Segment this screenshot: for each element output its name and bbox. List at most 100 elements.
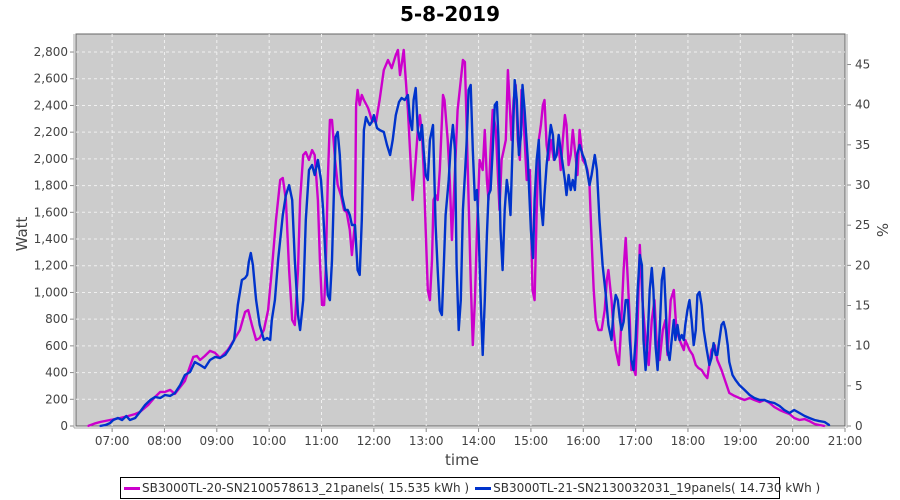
data-point bbox=[597, 329, 600, 331]
data-point bbox=[321, 304, 323, 306]
data-point bbox=[672, 319, 675, 321]
data-point bbox=[99, 421, 101, 423]
series-lines bbox=[87, 48, 831, 428]
data-point bbox=[545, 144, 548, 146]
data-point bbox=[159, 391, 162, 393]
data-point bbox=[565, 124, 568, 126]
data-point bbox=[214, 352, 217, 354]
x-tick-label: 12:00 bbox=[357, 434, 392, 448]
x-axis-label: time bbox=[445, 451, 479, 469]
data-point bbox=[533, 199, 536, 201]
data-point bbox=[569, 189, 572, 191]
data-point bbox=[520, 134, 522, 136]
data-point bbox=[209, 350, 211, 352]
series-points-1 bbox=[99, 79, 831, 427]
data-point bbox=[634, 339, 637, 341]
data-point bbox=[311, 149, 313, 152]
data-point bbox=[672, 289, 675, 291]
data-point bbox=[818, 424, 821, 426]
data-point bbox=[537, 139, 540, 141]
data-point bbox=[610, 299, 613, 301]
data-point bbox=[626, 279, 629, 281]
data-point bbox=[567, 174, 570, 176]
data-point bbox=[481, 169, 484, 171]
y-tick-label: 200 bbox=[45, 392, 68, 406]
series-line-sb3000tl-21 bbox=[99, 78, 830, 428]
data-point bbox=[94, 422, 97, 425]
data-point bbox=[557, 134, 560, 136]
data-point bbox=[279, 239, 282, 241]
data-point bbox=[630, 369, 633, 371]
y2-tick-label: 10 bbox=[855, 339, 870, 353]
data-point bbox=[179, 384, 182, 386]
data-point bbox=[753, 397, 756, 399]
data-point bbox=[129, 419, 131, 421]
data-point bbox=[491, 149, 494, 152]
data-point bbox=[334, 136, 337, 138]
y2-tick-label: 25 bbox=[855, 218, 870, 232]
data-point bbox=[648, 289, 651, 291]
data-point bbox=[706, 377, 709, 379]
data-point bbox=[426, 179, 429, 181]
data-point bbox=[363, 99, 365, 101]
data-point bbox=[684, 324, 687, 326]
data-point bbox=[469, 84, 472, 86]
data-point bbox=[660, 279, 663, 281]
y-tick-label: 400 bbox=[45, 366, 68, 380]
data-point bbox=[398, 101, 400, 103]
data-point bbox=[634, 374, 637, 376]
data-point bbox=[793, 417, 796, 419]
data-point bbox=[700, 369, 703, 371]
data-point bbox=[477, 229, 480, 232]
data-point bbox=[607, 324, 610, 326]
data-point bbox=[326, 294, 329, 296]
data-point bbox=[496, 101, 498, 103]
data-point bbox=[571, 179, 574, 181]
data-point bbox=[192, 356, 195, 358]
data-point bbox=[526, 159, 529, 161]
data-point bbox=[209, 359, 211, 361]
data-point bbox=[688, 349, 691, 351]
data-point bbox=[590, 239, 593, 241]
data-point bbox=[299, 199, 301, 201]
data-point bbox=[714, 354, 717, 356]
data-point bbox=[722, 321, 725, 323]
data-point bbox=[733, 395, 736, 397]
data-point bbox=[553, 159, 556, 161]
data-point bbox=[474, 299, 476, 301]
data-point bbox=[159, 397, 162, 399]
data-point bbox=[688, 299, 691, 301]
data-point bbox=[444, 214, 447, 216]
data-point bbox=[708, 364, 711, 366]
data-point bbox=[270, 269, 273, 271]
data-point bbox=[483, 129, 486, 131]
data-point bbox=[421, 124, 423, 126]
data-point bbox=[351, 254, 353, 256]
data-point bbox=[567, 164, 570, 166]
data-point bbox=[154, 396, 156, 398]
legend-item-sb3000tl-21[interactable]: SB3000TL-21-SN2130032031_19panels( 14.73… bbox=[475, 481, 820, 495]
legend-swatch-magenta bbox=[124, 486, 140, 490]
data-point bbox=[196, 355, 198, 357]
data-point bbox=[285, 194, 287, 197]
y2-tick-label: 0 bbox=[855, 419, 863, 433]
data-point bbox=[499, 229, 502, 232]
data-point bbox=[189, 371, 192, 373]
legend-item-sb3000tl-20[interactable]: SB3000TL-20-SN2100578613_21panels( 15.53… bbox=[124, 481, 469, 495]
data-point bbox=[443, 99, 446, 101]
data-point bbox=[109, 422, 111, 424]
y-axis-label: Watt bbox=[13, 216, 31, 251]
data-point bbox=[360, 219, 363, 221]
data-point bbox=[479, 299, 482, 301]
y-tick-label: 600 bbox=[45, 339, 68, 353]
y-tick-label: 1,200 bbox=[34, 259, 68, 273]
data-point bbox=[308, 169, 310, 171]
data-point bbox=[493, 104, 496, 106]
data-point bbox=[229, 347, 231, 349]
data-point bbox=[808, 420, 811, 422]
data-point bbox=[429, 299, 431, 301]
data-point bbox=[491, 109, 494, 111]
data-point bbox=[400, 64, 403, 66]
data-point bbox=[616, 299, 619, 301]
data-point bbox=[547, 144, 550, 146]
